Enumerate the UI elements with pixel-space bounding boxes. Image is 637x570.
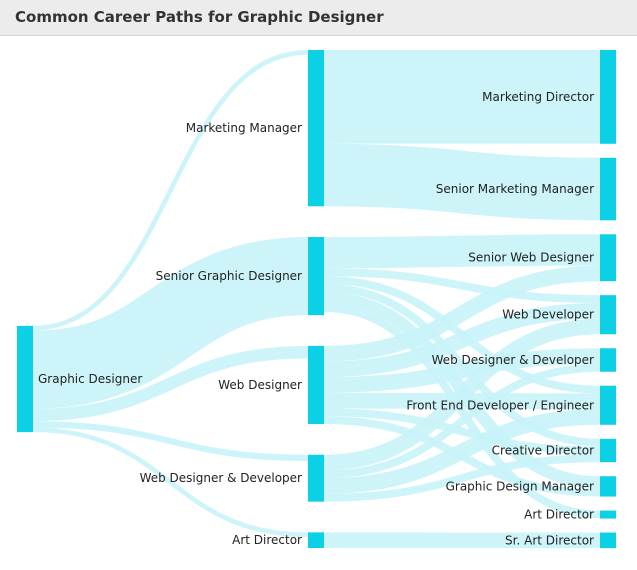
panel-title: Common Career Paths for Graphic Designer <box>15 8 384 26</box>
label-senior-graphic-designer-col2: Senior Graphic Designer <box>156 269 302 283</box>
label-art-director-col2: Art Director <box>232 533 302 547</box>
node-web-designer-col2[interactable] <box>308 345 324 425</box>
link-web-designer-developer-to-web-developer <box>323 318 601 471</box>
sankey-links <box>32 49 601 549</box>
node-creative-director-col3[interactable] <box>600 438 616 463</box>
label-web-designer-developer-col2: Web Designer & Developer <box>140 471 302 485</box>
link-web-designer-to-creative-director <box>323 408 601 455</box>
label-sr-art-director-col3: Sr. Art Director <box>505 533 594 547</box>
link-web-designer-to-web-designer-developer <box>323 348 601 393</box>
link-web-designer-developer-to-web-designer-developer <box>323 363 601 479</box>
label-creative-director-col3: Creative Director <box>492 444 594 458</box>
label-senior-marketing-manager-col3: Senior Marketing Manager <box>436 182 594 196</box>
label-web-designer-col2: Web Designer <box>218 378 302 392</box>
node-senior-graphic-designer-col2[interactable] <box>308 237 324 316</box>
link-senior-graphic-designer-to-art-director <box>323 304 601 519</box>
label-marketing-director-col3: Marketing Director <box>482 90 594 104</box>
node-graphic-design-manager-col3[interactable] <box>600 476 616 497</box>
label-graphic-design-manager-col3: Graphic Design Manager <box>446 479 594 493</box>
link-web-designer-to-senior-web-designer <box>323 265 601 362</box>
node-senior-marketing-manager-col3[interactable] <box>600 157 616 221</box>
link-web-designer-developer-to-front-end-developer-engineer <box>323 409 601 494</box>
node-sr-art-director-col3[interactable] <box>600 532 616 549</box>
label-web-designer-developer-col3: Web Designer & Developer <box>432 353 594 367</box>
label-senior-web-designer-col3: Senior Web Designer <box>468 251 594 265</box>
node-senior-web-designer-col3[interactable] <box>600 234 616 282</box>
sankey-nodes <box>17 50 616 549</box>
career-paths-sankey: Graphic Designer Marketing Manager Senior … <box>17 49 616 549</box>
node-front-end-developer-engineer-col3[interactable] <box>600 385 616 425</box>
sankey-labels: Graphic Designer Marketing Manager Senior … <box>38 90 594 547</box>
link-graphic-designer-to-art-director <box>32 427 309 538</box>
link-web-designer-to-web-developer <box>323 303 601 378</box>
label-front-end-developer-engineer-col3: Front End Developer / Engineer <box>406 398 594 412</box>
label-marketing-manager-col2: Marketing Manager <box>186 121 302 135</box>
link-graphic-designer-to-web-designer <box>32 345 309 422</box>
link-graphic-designer-to-web-designer-developer <box>32 421 309 462</box>
node-marketing-manager-col2[interactable] <box>308 50 324 207</box>
node-marketing-director-col3[interactable] <box>600 50 616 144</box>
link-graphic-designer-to-senior-graphic-designer <box>32 237 309 409</box>
node-web-designer-developer-col3[interactable] <box>600 348 616 372</box>
link-senior-graphic-designer-to-web-developer <box>323 268 601 304</box>
link-senior-graphic-designer-to-senior-web-designer <box>323 234 601 269</box>
panel-header: Common Career Paths for Graphic Designer <box>0 0 637 36</box>
label-web-developer-col3: Web Developer <box>502 308 594 322</box>
link-graphic-designer-to-marketing-manager <box>32 49 309 331</box>
link-marketing-manager-to-senior-marketing-manager <box>323 143 601 221</box>
label-graphic-designer-col1: Graphic Designer <box>38 372 142 386</box>
node-graphic-designer-col1[interactable] <box>17 325 33 433</box>
link-web-designer-developer-to-creative-director <box>323 454 601 502</box>
label-art-director-col3: Art Director <box>524 508 594 522</box>
node-web-developer-col3[interactable] <box>600 295 616 335</box>
node-art-director-col2[interactable] <box>308 532 324 548</box>
node-web-designer-developer-col2[interactable] <box>308 454 324 502</box>
node-art-director-col3[interactable] <box>600 510 616 519</box>
